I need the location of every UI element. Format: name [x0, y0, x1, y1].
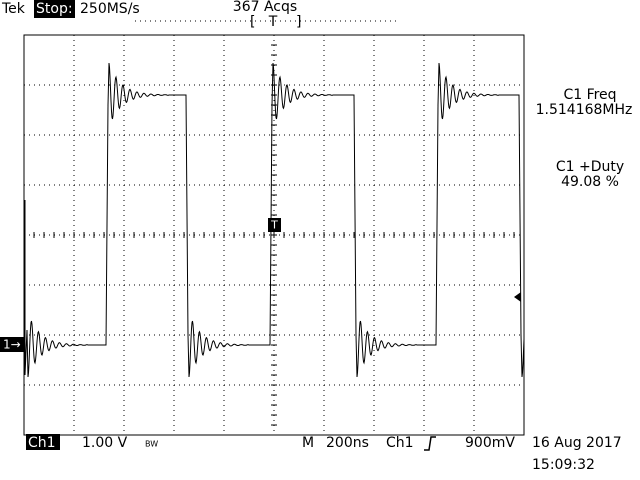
measurement-label: C1 +Duty — [556, 159, 624, 175]
channel-marker-box — [0, 337, 24, 352]
waveform — [24, 62, 525, 378]
bandwidth: BW — [145, 440, 158, 449]
trigger-marker: T — [270, 219, 278, 232]
bracket-right: ] — [296, 14, 301, 30]
time: 15:09:32 — [532, 457, 595, 473]
acquisitions: 367 Acqs — [233, 0, 297, 15]
timebase-label: M — [302, 435, 314, 451]
measurement-label: C1 Freq — [563, 87, 616, 103]
volts-per-div: 1.00 V — [82, 435, 128, 451]
trigger-position: T — [268, 14, 278, 30]
footer-channel: Ch1 — [28, 435, 56, 451]
trigger-source: Ch1 — [386, 435, 414, 451]
bracket-left: [ — [250, 14, 255, 30]
state-box — [34, 0, 75, 18]
trigger-marker-box — [268, 218, 281, 232]
sample-rate: 250MS/s — [80, 1, 140, 17]
state: Stop: — [36, 1, 73, 17]
brand: Tek — [1, 1, 26, 17]
measurement-value: 49.08 % — [561, 174, 619, 190]
footer-channel-box — [26, 434, 60, 450]
trigger-level-arrow — [514, 292, 521, 302]
trigger-level: 900mV — [465, 435, 515, 451]
channel-marker: 1→ — [3, 338, 21, 352]
date: 16 Aug 2017 — [532, 435, 622, 451]
time-per-div: 200ns — [326, 435, 369, 451]
trigger-slope — [424, 436, 436, 451]
measurement-value: 1.514168MHz — [536, 102, 633, 118]
